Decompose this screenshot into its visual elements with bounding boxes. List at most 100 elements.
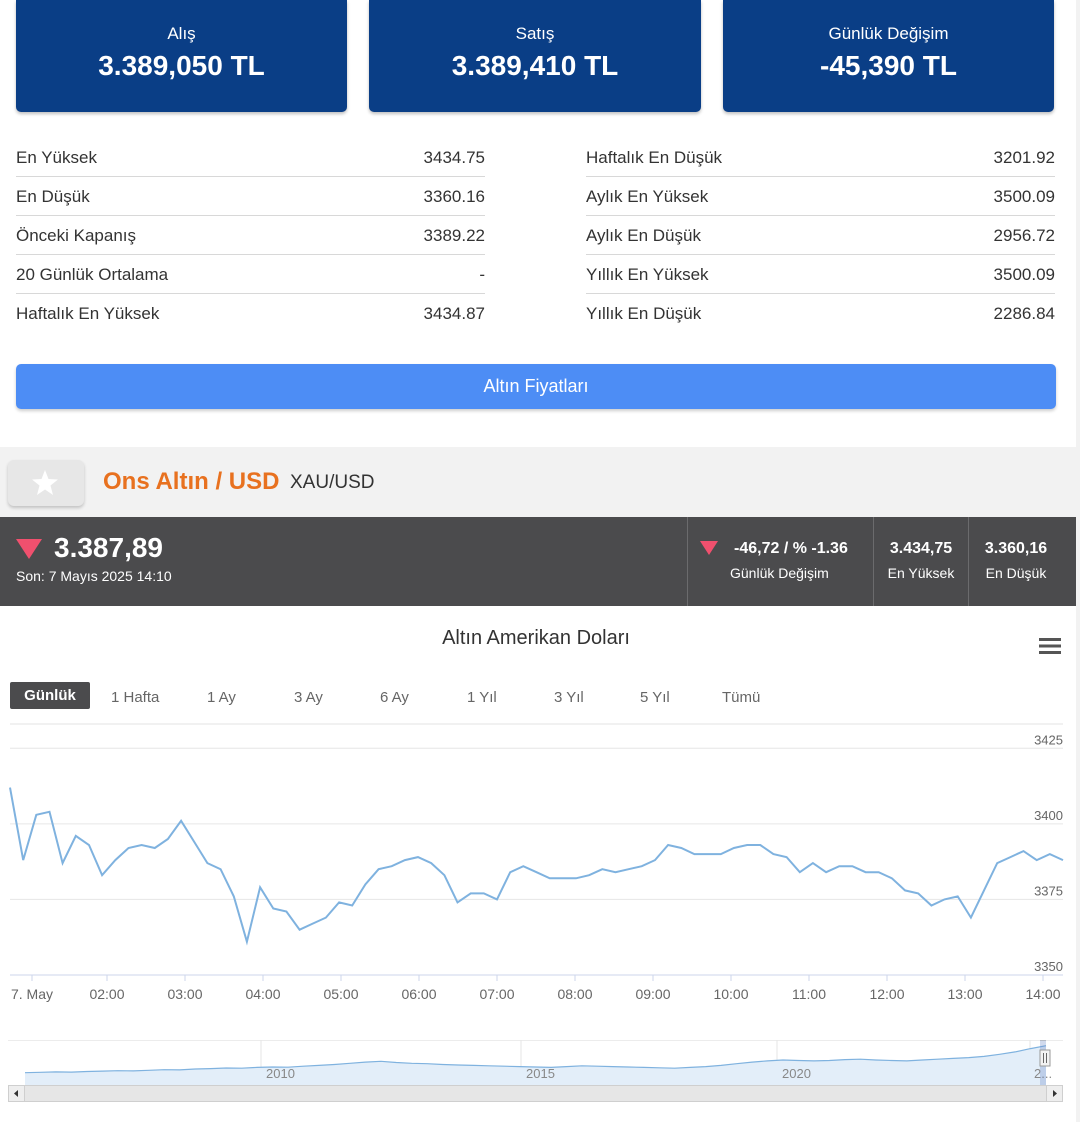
scroll-left-button[interactable] <box>8 1085 25 1102</box>
daily-change-caption: Günlük Değişim <box>730 565 829 581</box>
navigator-label: 2020 <box>782 1066 811 1081</box>
buy-value: 3.389,050 TL <box>98 50 265 81</box>
scroll-right-button[interactable] <box>1046 1085 1063 1102</box>
stat-value: 3389.22 <box>423 226 485 245</box>
arrow-left-icon <box>14 1090 18 1097</box>
stat-row-yearly-low: Yıllık En Düşük 2286.84 <box>586 294 1055 332</box>
y-tick-label: 3375 <box>1034 883 1063 898</box>
gold-summary-panel: Alış 3.389,050 TL Satış 3.389,410 TL Gün… <box>0 0 1076 447</box>
chart-panel <box>0 606 1076 1122</box>
stat-row-weekly-low: Haftalık En Düşük 3201.92 <box>586 138 1055 177</box>
x-tick-label: 08:00 <box>557 986 592 1002</box>
high-caption: En Yüksek <box>887 565 955 581</box>
hamburger-menu-icon[interactable] <box>1039 637 1061 655</box>
daily-change-value: -46,72 / % -1.36 <box>734 540 848 557</box>
navigator-handle-body <box>1039 1049 1051 1067</box>
star-icon <box>32 470 58 495</box>
range-button-6-months[interactable]: 6 Ay <box>380 689 409 706</box>
stat-row-20-day-average: 20 Günlük Ortalama - <box>16 255 485 294</box>
sell-label: Satış <box>515 24 555 43</box>
favorite-button[interactable] <box>8 460 84 506</box>
x-tick-label: 07:00 <box>479 986 514 1002</box>
price-bar: 3.387,89 Son: 7 Mayıs 2025 14:10 -46,72 … <box>0 517 1076 606</box>
range-button-5-years[interactable]: 5 Yıl <box>640 689 670 706</box>
navigator-label: 2010 <box>266 1066 295 1081</box>
x-tick-label: 13:00 <box>947 986 982 1002</box>
range-button-all[interactable]: Tümü <box>722 689 761 706</box>
stat-row-high: En Yüksek 3434.75 <box>16 138 485 177</box>
stat-label: Önceki Kapanış <box>16 226 137 245</box>
ticker-title: Ons Altın / USD <box>103 468 280 495</box>
sell-value: 3.389,410 TL <box>451 50 619 81</box>
triangle-down-icon <box>700 541 718 555</box>
x-tick-label: 14:00 <box>1025 986 1060 1002</box>
ticker-code: XAU/USD <box>290 472 375 493</box>
range-button-3-months[interactable]: 3 Ay <box>294 689 323 706</box>
stat-row-weekly-high: Haftalık En Yüksek 3434.87 <box>16 294 485 332</box>
range-button-1-month[interactable]: 1 Ay <box>207 689 236 706</box>
price-line-chart[interactable]: 3350 3375 3400 3425 7. May 02:00 03:00 04:00 05:… <box>0 712 1072 1112</box>
stat-row-previous-close: Önceki Kapanış 3389.22 <box>16 216 485 255</box>
navigator-series-line <box>24 1045 1047 1074</box>
x-tick-label: 7. May <box>11 986 53 1002</box>
range-button-3-years[interactable]: 3 Yıl <box>554 689 584 706</box>
drag-handle-icon[interactable] <box>1039 1049 1051 1067</box>
stat-row-low: En Düşük 3360.16 <box>16 177 485 216</box>
stat-row-monthly-low: Aylık En Düşük 2956.72 <box>586 216 1055 255</box>
gold-prices-button[interactable]: Altın Fiyatları <box>16 364 1056 409</box>
navigator-scrollbar[interactable] <box>8 1085 1063 1102</box>
divider <box>968 517 969 606</box>
navigator-label: 2... <box>1034 1066 1052 1081</box>
chart-navigator[interactable]: 2010 2015 2020 2... <box>0 1040 1072 1100</box>
x-tick-label: 02:00 <box>89 986 124 1002</box>
buy-card: Alış 3.389,050 TL <box>16 0 347 112</box>
triangle-down-icon <box>16 539 42 559</box>
navigator-label: 2015 <box>526 1066 555 1081</box>
range-button-1-week[interactable]: 1 Hafta <box>111 689 160 706</box>
stat-row-monthly-high: Aylık En Yüksek 3500.09 <box>586 177 1055 216</box>
divider <box>873 517 874 606</box>
x-tick-label: 11:00 <box>792 986 826 1002</box>
buy-label: Alış <box>167 24 196 43</box>
y-tick-label: 3400 <box>1034 808 1063 823</box>
stat-label: Aylık En Yüksek <box>586 187 709 206</box>
stat-value: 3500.09 <box>993 187 1055 206</box>
stat-label: En Düşük <box>16 187 90 206</box>
last-price: 3.387,89 <box>54 532 163 563</box>
stat-label: Haftalık En Düşük <box>586 148 723 167</box>
range-button-daily[interactable]: Günlük <box>10 682 90 709</box>
y-tick-label: 3350 <box>1034 959 1063 974</box>
stat-value: - <box>479 265 485 284</box>
divider <box>687 517 688 606</box>
navigator-area <box>25 1045 1046 1085</box>
stat-label: Yıllık En Yüksek <box>586 265 709 284</box>
last-update-time: Son: 7 Mayıs 2025 14:10 <box>16 568 172 584</box>
daily-change-label: Günlük Değişim <box>828 24 949 43</box>
stat-label: Aylık En Düşük <box>586 226 701 245</box>
low-value: 3.360,16 <box>984 540 1048 557</box>
y-tick-label: 3425 <box>1034 732 1063 747</box>
stat-row-yearly-high: Yıllık En Yüksek 3500.09 <box>586 255 1055 294</box>
daily-change-value: -45,390 TL <box>820 50 957 81</box>
stat-value: 3500.09 <box>993 265 1055 284</box>
stat-label: En Yüksek <box>16 148 97 167</box>
x-tick-label: 04:00 <box>245 986 280 1002</box>
sell-card: Satış 3.389,410 TL <box>369 0 701 112</box>
x-tick-label: 06:00 <box>401 986 436 1002</box>
high-value: 3.434,75 <box>889 540 953 557</box>
stat-value: 3201.92 <box>993 148 1055 167</box>
x-tick-label: 12:00 <box>869 986 904 1002</box>
stat-value: 2286.84 <box>993 304 1055 323</box>
price-series-line <box>9 787 1064 946</box>
daily-change-card: Günlük Değişim -45,390 TL <box>723 0 1054 112</box>
x-tick-label: 05:00 <box>323 986 358 1002</box>
stat-label: Haftalık En Yüksek <box>16 304 160 323</box>
stat-value: 2956.72 <box>993 226 1055 245</box>
stat-value: 3360.16 <box>423 187 485 206</box>
x-tick-label: 03:00 <box>167 986 202 1002</box>
range-button-1-year[interactable]: 1 Yıl <box>467 689 497 706</box>
low-caption: En Düşük <box>985 565 1047 581</box>
x-tick-label: 09:00 <box>635 986 670 1002</box>
stat-value: 3434.87 <box>423 304 485 323</box>
chart-title: Altın Amerikan Doları <box>442 627 630 649</box>
